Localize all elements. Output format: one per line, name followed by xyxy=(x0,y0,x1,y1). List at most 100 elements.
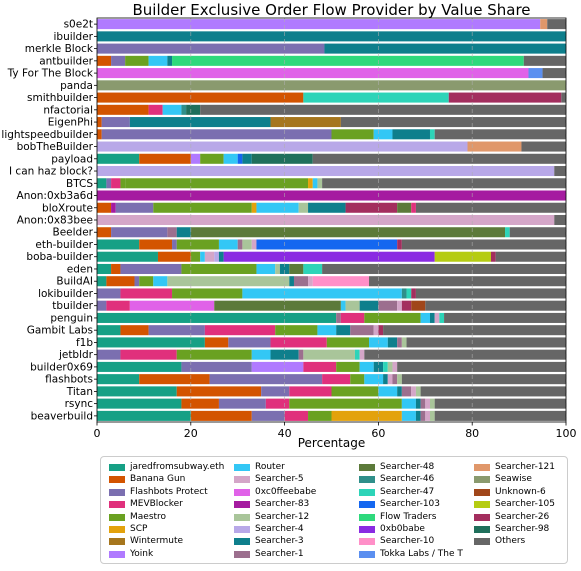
legend-swatch xyxy=(359,464,375,471)
bar-segment xyxy=(401,337,407,348)
legend-label: Wintermute xyxy=(130,536,184,547)
bar-segment xyxy=(181,398,219,409)
legend-swatch xyxy=(359,526,375,533)
bar-segment xyxy=(200,153,224,164)
bar-segment xyxy=(209,374,323,385)
bar-segment xyxy=(97,374,140,385)
legend-label: Searcher-3 xyxy=(255,536,304,547)
bar-segment xyxy=(242,239,252,250)
bar-segment xyxy=(176,227,191,238)
bar-segment xyxy=(162,104,182,115)
bar-segment xyxy=(397,239,402,250)
bar-segment xyxy=(242,288,402,299)
bar-segment xyxy=(387,361,393,372)
bar-segment xyxy=(326,337,370,348)
bar-segment xyxy=(106,276,135,287)
bar-segment xyxy=(561,92,566,103)
bar-segment xyxy=(289,398,402,409)
bar-segment xyxy=(364,349,566,360)
bar-segment xyxy=(397,337,402,348)
bar-segment xyxy=(275,325,318,336)
bar-segment xyxy=(340,117,566,128)
legend-label: Searcher-26 xyxy=(495,511,550,522)
legend-swatch xyxy=(359,501,375,509)
y-tick-label: beaverbuild xyxy=(31,410,93,422)
legend-item: Searcher-1 xyxy=(234,549,304,560)
legend-item: 0xb0babe xyxy=(359,524,425,535)
legend-label: Searcher-1 xyxy=(255,548,304,559)
bar-segment xyxy=(176,349,252,360)
y-tick-label: builder0x69 xyxy=(30,361,93,373)
bar-segment xyxy=(289,276,294,287)
bar-segment xyxy=(345,300,360,311)
bar-segment xyxy=(373,129,393,140)
bar-segment xyxy=(172,239,177,250)
chart-title: Builder Exclusive Order Flow Provider by… xyxy=(132,1,531,19)
bar-segment xyxy=(434,312,440,323)
bar-segment xyxy=(167,276,290,287)
bar-segment xyxy=(312,178,318,189)
bar-segment xyxy=(350,325,374,336)
bar-segment xyxy=(364,312,421,323)
bar-segment xyxy=(293,276,309,287)
bar-segment xyxy=(308,410,332,421)
legend-item: MEVBlocker xyxy=(109,499,183,510)
bar-segment xyxy=(190,251,201,262)
legend-swatch xyxy=(109,476,125,484)
y-tick-label: rsync xyxy=(65,398,94,410)
bar-segment xyxy=(214,300,341,311)
bar-segment xyxy=(521,141,566,152)
bar-segment xyxy=(411,202,416,213)
legend-item: Flashbots Protect xyxy=(109,487,208,498)
bar-segment xyxy=(354,349,360,360)
bar-segment xyxy=(97,92,304,103)
legend-swatch xyxy=(234,476,250,484)
bar-segment xyxy=(397,374,402,385)
bar-segment xyxy=(308,276,313,287)
bar-segment xyxy=(148,104,163,115)
bar-segment xyxy=(115,202,154,213)
bar-segment xyxy=(444,312,566,323)
bar-segment xyxy=(186,104,201,115)
bar-segment xyxy=(434,251,491,262)
bar-segment xyxy=(153,202,252,213)
bar-segment xyxy=(167,227,177,238)
bar-segment xyxy=(251,239,257,250)
bar-segment xyxy=(279,263,290,274)
bar-segment xyxy=(406,337,566,348)
y-tick-label: tbuilder xyxy=(52,300,93,312)
bar-segment xyxy=(378,300,398,311)
bar-segment xyxy=(111,178,121,189)
bar-segment xyxy=(97,166,555,177)
bar-segment xyxy=(340,312,365,323)
bar-segment xyxy=(97,239,140,250)
bar-segment xyxy=(387,337,398,348)
bar-segment xyxy=(378,386,398,397)
bar-segment xyxy=(125,55,149,66)
bar-segment xyxy=(237,239,243,250)
bar-segment xyxy=(97,117,102,128)
axes-frame xyxy=(96,17,567,423)
y-tick-label: nfactorial xyxy=(43,104,93,116)
bar-segment xyxy=(120,349,177,360)
bar-segment xyxy=(540,19,548,30)
legend-swatch xyxy=(474,526,490,533)
bar-segment xyxy=(97,263,112,274)
legend-label: Searcher-48 xyxy=(380,462,435,472)
legend-swatch xyxy=(474,488,490,496)
legend-item: Searcher-48 xyxy=(359,462,434,473)
legend-label: Searcher-121 xyxy=(495,462,556,472)
bar-segment xyxy=(111,55,126,66)
x-tick-label: 40 xyxy=(278,427,292,440)
bar-segment xyxy=(364,374,384,385)
bar-segment xyxy=(429,129,435,140)
bar-segment xyxy=(284,410,309,421)
bar-segment xyxy=(415,386,421,397)
x-tick-label: 100 xyxy=(556,427,577,440)
legend-item: Flow Traders xyxy=(359,512,436,523)
bar-segment xyxy=(505,227,510,238)
bar-segment xyxy=(190,410,252,421)
bar-segment xyxy=(303,361,337,372)
bar-segment xyxy=(218,239,238,250)
bar-segment xyxy=(275,263,280,274)
